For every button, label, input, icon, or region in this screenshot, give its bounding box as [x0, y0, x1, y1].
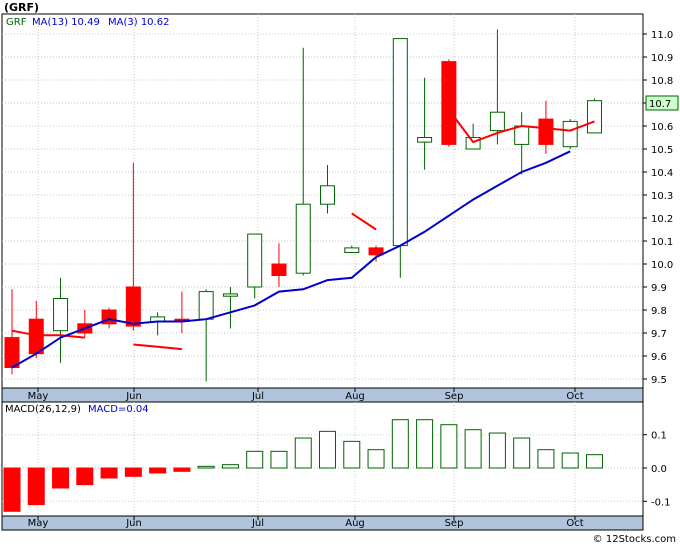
- price-month-label: Jul: [251, 391, 264, 402]
- last-price-label: 10.7: [649, 99, 671, 110]
- macd-y-tick-label: -0.1: [651, 497, 671, 508]
- candle-body: [198, 291, 214, 320]
- price-y-tick-label: 10.6: [651, 122, 673, 133]
- macd-month-label: May: [28, 518, 49, 529]
- macd-axis-band: [1, 515, 644, 531]
- macd-bar: [3, 467, 21, 512]
- macd-bar: [391, 419, 409, 469]
- price-y-tick-label: 10.9: [651, 53, 673, 64]
- ma-short-line: [11, 329, 85, 339]
- candle-body: [514, 125, 530, 145]
- macd-bar: [537, 449, 555, 469]
- macd-bar: [319, 430, 337, 469]
- price-month-label: Oct: [566, 391, 583, 402]
- macd-bar: [513, 437, 531, 469]
- price-axis-band: [1, 387, 644, 403]
- price-month-label: Aug: [345, 391, 365, 402]
- price-y-tick-label: 10.1: [651, 237, 673, 248]
- price-y-tick-label: 9.5: [651, 375, 667, 386]
- candle-body: [489, 111, 505, 132]
- price-y-tick-label: 9.6: [651, 352, 667, 363]
- price-y-tick-label: 10.8: [651, 76, 673, 87]
- candle-body: [344, 247, 360, 253]
- chart-title: (GRF): [4, 1, 40, 14]
- candle-body: [392, 38, 408, 247]
- price-y-tick-label: 10.5: [651, 145, 673, 156]
- candle-body: [271, 263, 287, 276]
- candle-body: [586, 100, 602, 134]
- macd-bar: [561, 452, 579, 469]
- candle-body: [465, 137, 481, 150]
- macd-bar: [76, 467, 94, 486]
- macd-bar: [221, 464, 239, 469]
- candle-body: [417, 137, 433, 143]
- candle-body: [28, 318, 44, 355]
- price-y-tick-label: 10.0: [651, 260, 673, 271]
- macd-y-tick-label: 0.1: [651, 431, 667, 442]
- price-y-tick-label: 10.2: [651, 214, 673, 225]
- candle-body: [247, 233, 263, 288]
- macd-bar: [124, 467, 142, 477]
- ma-short-line: [351, 212, 377, 231]
- macd-bar: [585, 454, 603, 469]
- candle-body: [222, 293, 238, 297]
- price-month-label: Sep: [445, 391, 464, 402]
- price-y-tick-label: 9.9: [651, 283, 667, 294]
- macd-bar: [488, 432, 506, 469]
- candle-body: [4, 337, 20, 369]
- macd-bar: [100, 467, 118, 479]
- ma-short-label: MA(3) 10.62: [108, 17, 169, 28]
- ma-short-line: [133, 343, 182, 351]
- ticker-label: GRF: [6, 17, 27, 28]
- macd-bar: [440, 424, 458, 469]
- candle-body: [441, 61, 457, 145]
- price-y-tick-label: 10.4: [651, 168, 673, 179]
- candle-body: [562, 120, 578, 148]
- macd-bar: [52, 467, 70, 489]
- ma-long-line: [11, 150, 571, 369]
- ma-short-line: [448, 109, 595, 144]
- macd-month-label: Jun: [125, 518, 142, 529]
- macd-month-label: Oct: [566, 518, 583, 529]
- ma-long-label: MA(13) 10.49: [32, 17, 100, 28]
- macd-bar: [27, 467, 45, 506]
- macd-bar: [246, 450, 264, 469]
- candle-body: [295, 203, 311, 274]
- macd-bar: [416, 419, 434, 469]
- candle-body: [368, 247, 384, 256]
- macd-bar: [294, 437, 312, 469]
- macd-bar: [464, 429, 482, 469]
- price-y-tick-label: 10.3: [651, 191, 673, 202]
- macd-bar: [367, 449, 385, 469]
- macd-month-label: Jul: [251, 518, 264, 529]
- macd-bar: [343, 440, 361, 469]
- last-price-badge: [645, 95, 679, 111]
- price-month-label: Jun: [125, 391, 142, 402]
- macd-month-label: Sep: [445, 518, 464, 529]
- macd-bar: [197, 465, 215, 469]
- footer-credit: © 12Stocks.com: [593, 534, 676, 545]
- candle-body: [320, 185, 336, 205]
- macd-label: MACD(26,12,9): [5, 404, 81, 415]
- candle-body: [53, 298, 69, 332]
- candle-body: [125, 286, 141, 327]
- price-month-label: May: [28, 391, 49, 402]
- macd-bar: [173, 467, 191, 472]
- macd-value-label: MACD=0.04: [88, 404, 149, 415]
- macd-month-label: Aug: [345, 518, 365, 529]
- price-y-tick-label: 9.8: [651, 306, 667, 317]
- price-y-tick-label: 9.7: [651, 329, 667, 340]
- price-y-tick-label: 11.0: [651, 30, 673, 41]
- macd-bar: [270, 450, 288, 469]
- candle-body: [538, 118, 554, 145]
- macd-y-tick-label: 0.0: [651, 464, 667, 475]
- macd-bar: [149, 467, 167, 474]
